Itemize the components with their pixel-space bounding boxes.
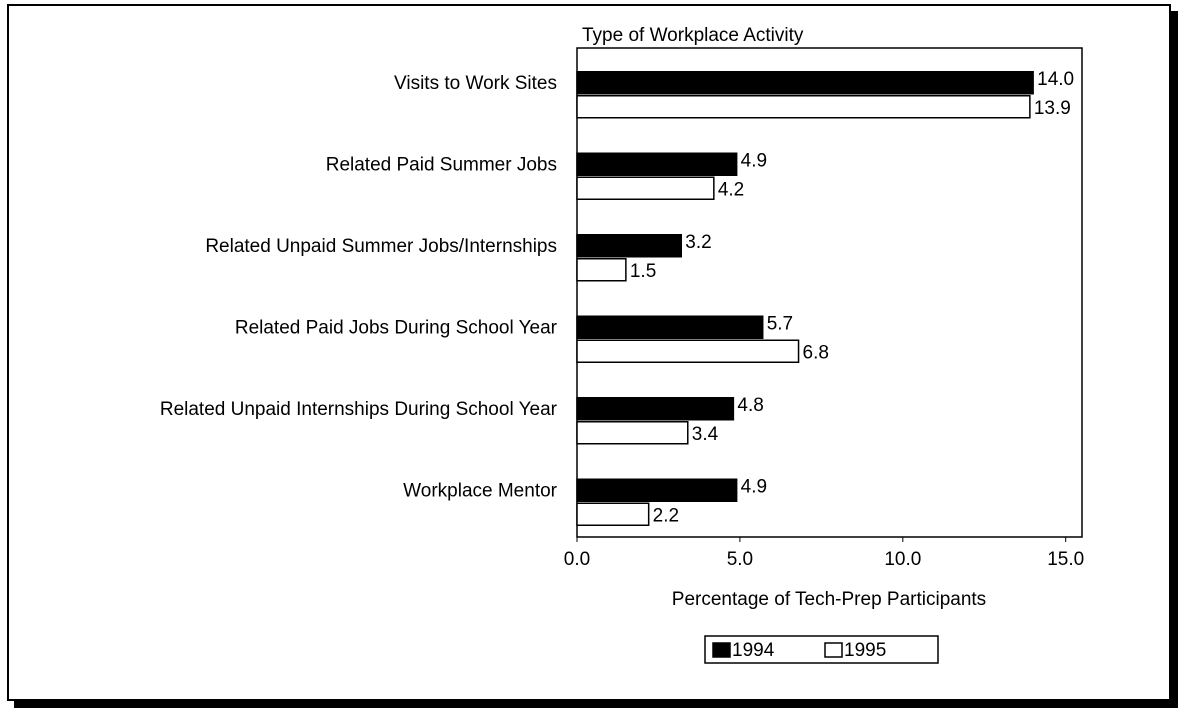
category-label: Related Unpaid Internships During School… — [160, 399, 558, 420]
legend-label: 1994 — [732, 640, 775, 661]
bar — [576, 421, 689, 445]
chart-title: Type of Workplace Activity — [582, 25, 804, 46]
value-label: 4.9 — [741, 476, 767, 497]
bar — [576, 95, 1031, 119]
value-label: 3.2 — [685, 232, 711, 253]
value-label: 3.4 — [692, 424, 719, 445]
value-label: 14.0 — [1037, 69, 1074, 90]
category-label: Workplace Mentor — [403, 480, 557, 501]
value-label: 5.7 — [767, 313, 793, 334]
x-tick-label: 5.0 — [727, 549, 753, 570]
bar — [576, 339, 800, 363]
x-axis-label: Percentage of Tech-Prep Participants — [672, 589, 986, 610]
value-label: 4.2 — [718, 179, 744, 200]
value-label: 6.8 — [803, 342, 829, 363]
x-tick-label: 15.0 — [1047, 549, 1084, 570]
bar — [576, 71, 1034, 95]
category-label: Related Paid Summer Jobs — [326, 154, 557, 175]
category-label: Visits to Work Sites — [394, 73, 557, 94]
bar — [576, 315, 764, 339]
x-tick-label: 0.0 — [564, 549, 590, 570]
value-label: 13.9 — [1034, 98, 1071, 119]
bar — [576, 478, 738, 502]
legend-swatch — [824, 642, 843, 658]
value-label: 4.8 — [737, 395, 763, 416]
bar — [576, 176, 715, 200]
bar — [576, 152, 738, 176]
bar — [576, 397, 735, 421]
x-tick-label: 10.0 — [884, 549, 921, 570]
legend-label: 1995 — [844, 640, 886, 661]
bar — [576, 234, 683, 258]
bar — [576, 258, 627, 282]
bar — [576, 502, 650, 526]
value-label: 1.5 — [630, 261, 656, 282]
category-label: Related Unpaid Summer Jobs/Internships — [205, 236, 557, 257]
legend-swatch — [712, 642, 731, 658]
category-label: Related Paid Jobs During School Year — [235, 317, 558, 338]
legend — [704, 635, 939, 664]
value-label: 4.9 — [741, 150, 767, 171]
plot-area — [576, 47, 1083, 538]
value-label: 2.2 — [653, 505, 679, 526]
